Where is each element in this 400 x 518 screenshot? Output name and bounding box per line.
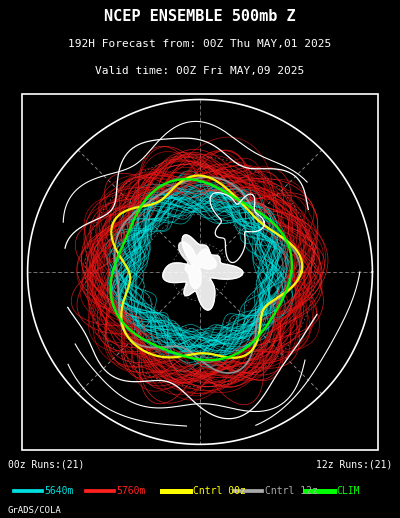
Polygon shape bbox=[179, 242, 216, 289]
Text: Cntrl 00z: Cntrl 00z bbox=[193, 486, 246, 496]
Text: Valid time: 00Z Fri MAY,09 2025: Valid time: 00Z Fri MAY,09 2025 bbox=[95, 66, 305, 76]
Text: NCEP ENSEMBLE 500mb Z: NCEP ENSEMBLE 500mb Z bbox=[104, 9, 296, 23]
Text: 00z Runs:(21): 00z Runs:(21) bbox=[8, 460, 84, 470]
Text: Cntrl 12z: Cntrl 12z bbox=[265, 486, 318, 496]
Text: CLIM: CLIM bbox=[337, 486, 360, 496]
Text: 192H Forecast from: 00Z Thu MAY,01 2025: 192H Forecast from: 00Z Thu MAY,01 2025 bbox=[68, 39, 332, 49]
Polygon shape bbox=[163, 235, 243, 310]
Text: 5760m: 5760m bbox=[117, 486, 146, 496]
Text: 5640m: 5640m bbox=[45, 486, 74, 496]
Polygon shape bbox=[0, 5, 400, 518]
Text: 12z Runs:(21): 12z Runs:(21) bbox=[316, 460, 392, 470]
Text: GrADS/COLA: GrADS/COLA bbox=[8, 506, 62, 515]
